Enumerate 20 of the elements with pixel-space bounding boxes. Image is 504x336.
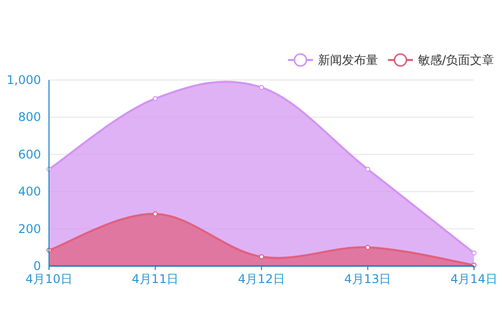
legend-label: 新闻发布量 (318, 53, 378, 67)
point (365, 244, 370, 250)
y-tick-label: 800 (18, 110, 41, 124)
y-tick-label: 600 (18, 147, 41, 162)
point (259, 254, 264, 260)
legend-label: 敏感/负面文章 (418, 53, 494, 67)
x-tick-label: 4月12日 (238, 272, 285, 286)
point (152, 211, 158, 216)
point (152, 96, 158, 102)
point (365, 166, 370, 172)
x-tick-label: 4月10日 (26, 272, 72, 286)
y-tick-label: 400 (18, 184, 41, 199)
y-tick-label: 200 (18, 222, 41, 236)
y-tick-label: 1,000 (6, 73, 41, 87)
y-tick-label: 0 (33, 259, 41, 273)
point (259, 84, 264, 90)
point (472, 250, 476, 256)
x-tick-label: 4月14日 (450, 272, 498, 286)
x-tick-label: 4月13日 (344, 272, 392, 286)
x-tick-label: 4月11日 (132, 272, 179, 286)
